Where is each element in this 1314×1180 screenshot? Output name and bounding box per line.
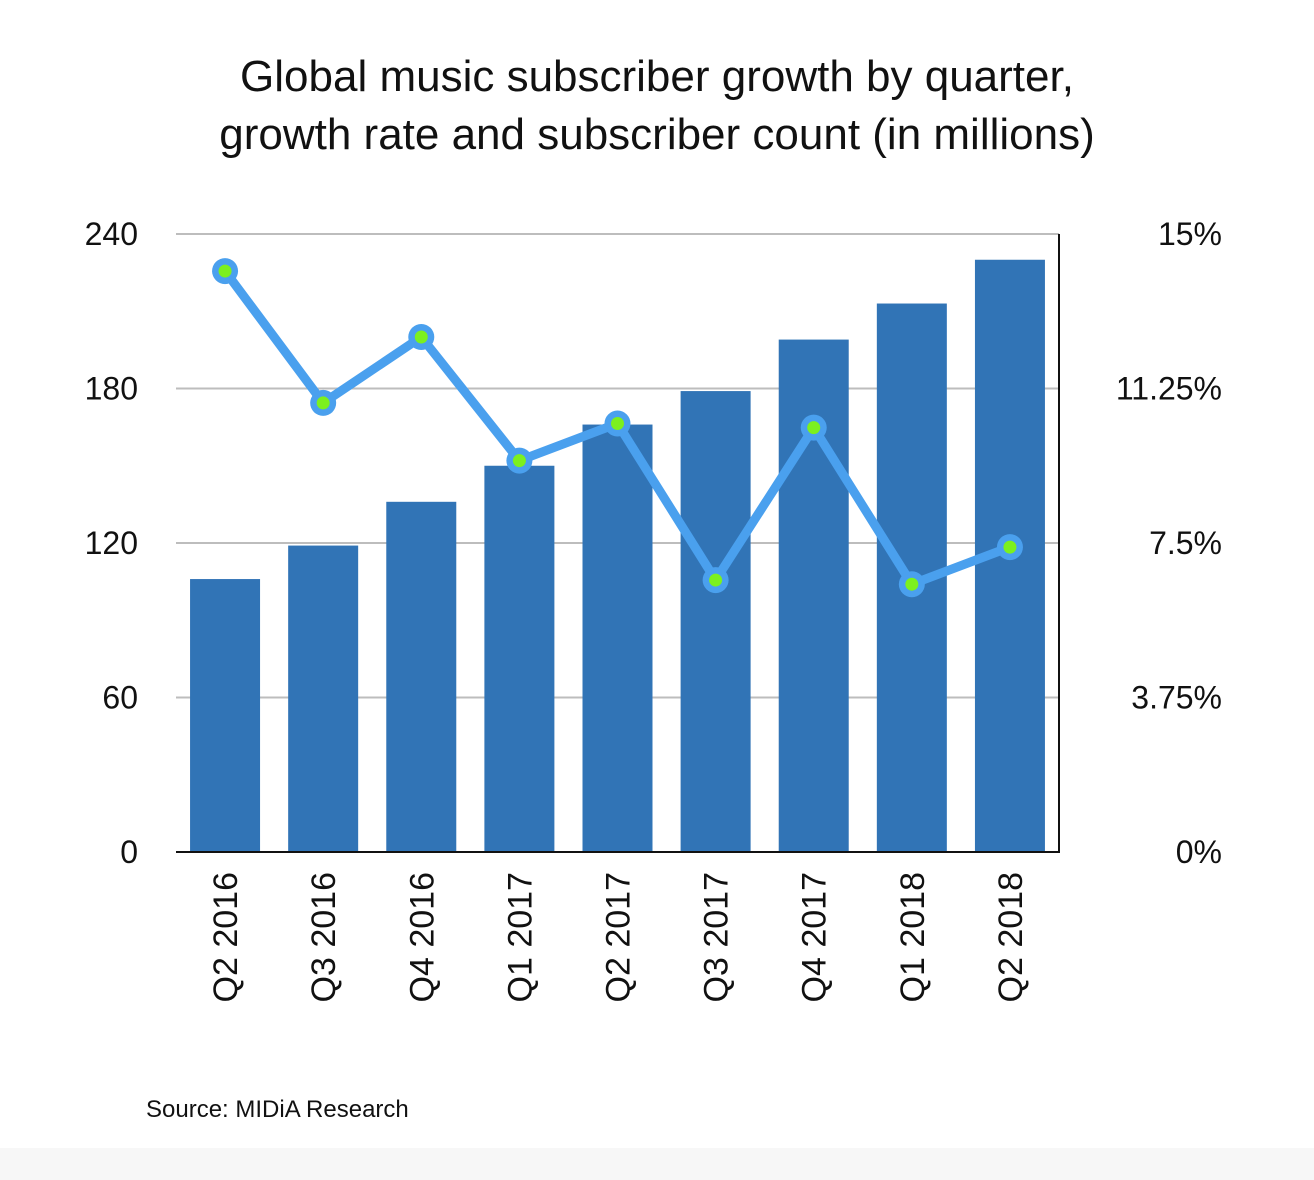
- growth-point: [218, 264, 232, 278]
- left-axis-tick-label: 240: [85, 216, 138, 252]
- bar-q3-2016: [288, 545, 359, 852]
- chart-title-line-1: Global music subscriber growth by quarte…: [240, 52, 1074, 101]
- left-axis-tick-label: 180: [85, 371, 138, 407]
- growth-point: [807, 421, 821, 435]
- x-axis-category-label: Q4 2017: [796, 872, 834, 1002]
- chart-title-line-2: growth rate and subscriber count (in mil…: [219, 110, 1095, 159]
- right-axis-tick-label: 15%: [1158, 216, 1222, 252]
- growth-point: [1003, 540, 1017, 554]
- x-axis-category-label: Q2 2016: [207, 872, 245, 1002]
- source-note: Source: MIDiA Research: [146, 1096, 409, 1123]
- growth-point: [316, 396, 330, 410]
- right-axis-tick-label: 3.75%: [1131, 680, 1222, 716]
- bar-q1-2017: [484, 465, 555, 852]
- x-axis-category-label: Q2 2017: [600, 872, 638, 1002]
- bar-q2-2017: [582, 424, 653, 852]
- x-axis-category-label: Q3 2016: [305, 872, 343, 1002]
- right-axis-tick-label: 0%: [1176, 834, 1222, 870]
- x-axis-category-label: Q2 2018: [992, 872, 1030, 1002]
- bar-q3-2017: [680, 391, 751, 852]
- bottom-band: [0, 1148, 1314, 1180]
- axes: [176, 234, 1060, 853]
- x-axis-category-label: Q3 2017: [698, 872, 736, 1002]
- growth-line: [212, 258, 1023, 598]
- growth-point: [709, 573, 723, 587]
- growth-point: [611, 417, 624, 431]
- growth-point: [512, 454, 526, 468]
- left-axis-tick-label: 120: [85, 525, 138, 561]
- x-axis-category-label: Q1 2017: [501, 872, 539, 1002]
- left-axis-tick-label: 60: [102, 680, 138, 716]
- left-axis-tick-label: 0: [120, 834, 138, 870]
- x-axis-category-label: Q4 2016: [403, 872, 441, 1002]
- right-axis-tick-label: 7.5%: [1149, 525, 1222, 561]
- tick-labels: 0 60 120 180 240 0% 3.75% 7.5% 11.25% 15% Q2 2016 Q…: [85, 216, 1222, 1002]
- growth-point: [414, 330, 428, 344]
- bar-q4-2016: [386, 501, 457, 852]
- bars: [190, 259, 1045, 852]
- x-axis-category-label: Q1 2018: [894, 872, 932, 1002]
- growth-point: [905, 577, 919, 591]
- right-axis-tick-label: 11.25%: [1116, 371, 1222, 407]
- chart-title: Global music subscriber growth by quarte…: [0, 48, 1314, 164]
- bar-q2-2016: [190, 579, 261, 852]
